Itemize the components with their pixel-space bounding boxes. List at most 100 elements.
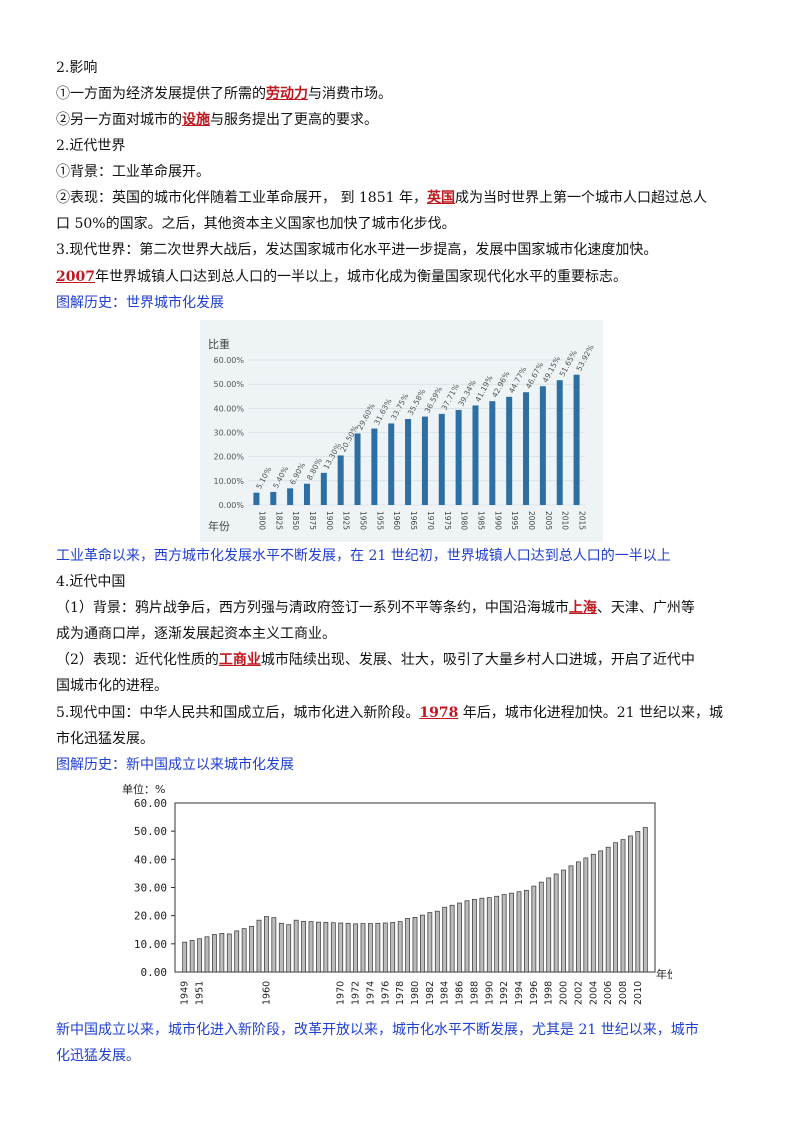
bar xyxy=(388,423,395,505)
text-line: 2007年世界城镇人口达到总人口的一半以上，城市化成为衡量国家现代化水平的重要标… xyxy=(56,269,627,285)
chart-summary: 工业革命以来，西方城市化发展水平不断发展，在 21 世纪初，世界城镇人口达到总人… xyxy=(56,548,671,564)
bar xyxy=(271,917,277,973)
bar xyxy=(583,857,589,973)
bar xyxy=(253,492,260,505)
x-tick-label: 2000 xyxy=(559,981,570,1005)
bar xyxy=(553,873,559,973)
bar xyxy=(337,455,344,505)
bar xyxy=(375,922,381,973)
y-axis-label: 单位：% xyxy=(122,782,165,796)
y-tick-label: 50.00% xyxy=(213,380,244,389)
bar xyxy=(605,846,611,973)
bar xyxy=(509,892,514,973)
bar xyxy=(642,827,648,973)
bar xyxy=(489,401,496,505)
x-tick-label: 2000 xyxy=(527,511,536,530)
keyword-highlight: 1978 xyxy=(419,705,459,721)
bar xyxy=(635,831,641,973)
bar xyxy=(472,898,477,973)
x-tick-label: 2015 xyxy=(578,511,587,530)
heading-modern-world: 2.近代世界 xyxy=(56,138,126,154)
text-line: 口 50%的国家。之后，其他资本主义国家也加快了城市化步伐。 xyxy=(56,216,456,232)
y-tick-label: 10.00% xyxy=(213,477,244,486)
bar xyxy=(556,380,563,505)
text-line: ②另一方面对城市的设施与服务提出了更高的要求。 xyxy=(56,112,378,128)
chart-summary: 化迅猛发展。 xyxy=(56,1048,140,1064)
heading-modern-china: 4.近代中国 xyxy=(56,574,126,590)
y-tick-label: 60.00% xyxy=(213,356,244,365)
bar xyxy=(226,933,232,973)
y-tick-label: 40.00 xyxy=(134,853,167,866)
x-tick-label: 1965 xyxy=(409,511,418,530)
bar xyxy=(613,842,618,973)
keyword-highlight: 英国 xyxy=(426,190,455,206)
x-tick-label: 1990 xyxy=(484,981,495,1005)
x-tick-label: 1800 xyxy=(257,511,266,530)
x-axis-label: 年份 xyxy=(656,967,672,981)
bar xyxy=(354,433,361,505)
bar xyxy=(249,926,254,973)
y-tick-label: 0.00 xyxy=(141,966,168,979)
y-tick-label: 10.00 xyxy=(134,938,167,951)
x-tick-label: 1980 xyxy=(460,511,469,530)
text-line: 成为通商口岸，逐渐发展起资本主义工商业。 xyxy=(56,626,336,642)
y-tick-label: 0.00% xyxy=(219,501,245,510)
text-line: 3.现代世界：第二次世界大战后，发达国家城市化水平进一步提高，发展中国家城市化速… xyxy=(56,242,658,258)
x-tick-label: 1982 xyxy=(425,981,436,1005)
bar xyxy=(420,914,425,973)
bar xyxy=(345,922,351,973)
x-tick-label: 1996 xyxy=(529,981,540,1005)
keyword-highlight: 上海 xyxy=(568,600,597,616)
bar xyxy=(538,881,544,973)
bar xyxy=(286,924,292,973)
bar xyxy=(501,894,507,973)
bar xyxy=(234,930,240,973)
bar xyxy=(390,922,396,973)
x-tick-label: 1976 xyxy=(380,981,391,1005)
bar xyxy=(330,922,336,973)
bar xyxy=(628,835,633,973)
y-tick-label: 30.00 xyxy=(134,882,167,895)
bar xyxy=(316,921,321,973)
bar xyxy=(506,396,513,505)
x-tick-label: 2004 xyxy=(588,981,599,1005)
bar xyxy=(371,428,378,505)
x-tick-label: 1850 xyxy=(291,511,300,530)
x-tick-label: 1988 xyxy=(469,981,480,1005)
bar xyxy=(212,934,217,973)
x-tick-label: 1925 xyxy=(342,511,351,530)
bar xyxy=(421,416,428,505)
x-tick-label: 1970 xyxy=(426,511,435,530)
china-urbanization-chart: 单位：% 0.00 10.00 20.00 30.00 40.00 50.00 60.00 19… xyxy=(122,782,672,1005)
bar xyxy=(338,922,344,973)
bar xyxy=(368,923,373,973)
x-tick-label: 1980 xyxy=(410,981,421,1005)
x-tick-label: 1955 xyxy=(375,511,384,530)
bar xyxy=(531,885,537,973)
y-tick-label: 20.00 xyxy=(134,910,167,923)
bar xyxy=(427,912,433,973)
y-tick-label: 30.00% xyxy=(213,429,244,438)
text-line: ①背景：工业革命展开。 xyxy=(56,164,210,180)
keyword-highlight: 劳动力 xyxy=(266,86,308,102)
x-tick-label: 1960 xyxy=(261,981,272,1005)
text-line: 4.近代中国 xyxy=(56,572,125,592)
bar xyxy=(479,897,485,973)
chart-summary: 新中国成立以来，城市化进入新阶段，改革开放以来，城市化水平不断发展，尤其是 21… xyxy=(56,1022,699,1038)
x-tick-label: 1972 xyxy=(351,981,362,1005)
text-line: （1）背景：鸦片战争后，西方列强与清政府签订一系列不平等条约，中国沿海城市上海、… xyxy=(56,600,695,616)
bar xyxy=(576,861,581,973)
bar xyxy=(405,419,412,505)
bar xyxy=(539,386,546,505)
bar xyxy=(256,919,262,973)
bar xyxy=(278,922,284,973)
bar xyxy=(197,938,202,973)
world-urbanization-chart: 比重 0.00% 10.00% 20.00% 30.00% 40.00% 50.00% 60.… xyxy=(200,320,603,542)
y-tick-label: 20.00% xyxy=(213,453,244,462)
bar xyxy=(189,940,195,973)
x-tick-label: 2005 xyxy=(544,511,553,530)
x-tick-label: 1950 xyxy=(359,511,368,530)
x-tick-label: 1974 xyxy=(365,981,376,1005)
x-tick-label: 1875 xyxy=(308,511,317,530)
bar xyxy=(455,409,462,505)
